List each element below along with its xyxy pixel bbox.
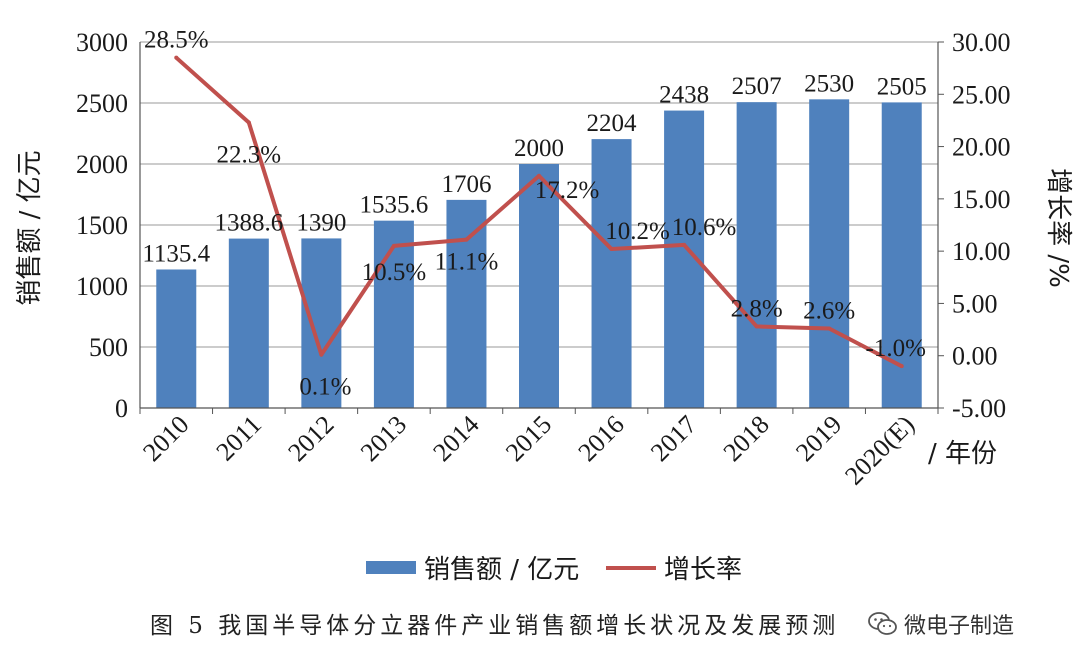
- growth-value-label: 11.1%: [435, 249, 499, 276]
- bar: [809, 99, 850, 408]
- y-left-tick-label: 1500: [76, 211, 128, 240]
- bar-value-label: 1706: [441, 171, 491, 198]
- y-left-tick-label: 2500: [76, 89, 128, 118]
- line-point: [319, 352, 324, 357]
- bar: [591, 139, 632, 408]
- x-tick-label: 2011: [210, 410, 267, 467]
- y-left-tick-label: 0: [115, 394, 128, 423]
- wechat-icon: [868, 612, 897, 635]
- bar-value-label: 1135.4: [142, 240, 210, 267]
- bar-value-label: 2530: [804, 70, 854, 97]
- x-tick-label: 2010: [137, 410, 194, 467]
- x-tick-label: 2017: [645, 410, 702, 467]
- line-point: [682, 242, 687, 247]
- legend-swatch-bar: [366, 561, 416, 574]
- line-point: [246, 120, 251, 125]
- line-point: [537, 173, 541, 178]
- y-left-tick-label: 3000: [76, 28, 128, 57]
- line-point: [754, 324, 759, 329]
- bar: [301, 238, 342, 408]
- x-tick-label: 2020(E): [839, 410, 920, 491]
- bar: [228, 238, 269, 408]
- x-tick-label: 2015: [500, 410, 557, 467]
- x-axis-unit-label: / 年份: [928, 439, 997, 469]
- bar-value-label: 1535.6: [360, 192, 429, 219]
- x-tick-label: 2019: [790, 410, 847, 467]
- bar: [373, 220, 414, 408]
- growth-value-label: 17.2%: [535, 177, 600, 204]
- y-right-tick-label: 15.00: [952, 185, 1011, 214]
- y-right-tick-label: 30.00: [952, 28, 1011, 57]
- y-left-tick-label: 1000: [76, 272, 128, 301]
- y-left-tick-label: 500: [89, 333, 128, 362]
- line-point: [174, 55, 179, 60]
- line-point: [899, 364, 904, 369]
- growth-value-label: 0.1%: [299, 374, 351, 401]
- figure-caption: 图 5 我国半导体分立器件产业销售额增长状况及发展预测: [150, 613, 840, 639]
- line-point: [609, 247, 614, 252]
- line-point: [827, 326, 832, 331]
- growth-value-label: 2.8%: [731, 295, 783, 322]
- y-right-tick-label: 25.00: [952, 80, 1011, 109]
- y-right-tick-label: 5.00: [952, 289, 998, 318]
- bar-value-label: 2438: [659, 82, 709, 109]
- bar-value-label: 1388.6: [214, 210, 283, 237]
- y-left-tick-label: 2000: [76, 150, 128, 179]
- y-right-tick-label: -5.00: [952, 394, 1006, 423]
- y-right-tick-label: 0.00: [952, 342, 998, 371]
- bar-value-label: 2505: [877, 73, 927, 100]
- x-tick-label: 2014: [427, 410, 484, 467]
- legend-label-bar: 销售额 / 亿元: [424, 555, 579, 585]
- growth-value-label: 22.3%: [217, 142, 282, 169]
- watermark: 微电子制造: [862, 606, 1021, 642]
- y-right-tick-label: 20.00: [952, 133, 1011, 162]
- legend: 销售额 / 亿元 增长率: [366, 555, 742, 585]
- y-right-axis-title: 增长率 /%: [1043, 168, 1073, 288]
- growth-value-label: 10.5%: [362, 259, 427, 286]
- x-tick-label: 2018: [718, 410, 775, 467]
- line-point: [391, 243, 396, 248]
- bar: [156, 269, 197, 408]
- growth-value-label: -1.0%: [866, 335, 926, 362]
- legend-label-line: 增长率: [664, 555, 742, 585]
- growth-value-label: 10.2%: [605, 218, 670, 245]
- y-left-axis-title: 销售额 / 亿元: [15, 150, 45, 305]
- bar-series: [156, 99, 922, 409]
- x-tick-label: 2016: [573, 410, 630, 467]
- bar-value-label: 2000: [514, 135, 564, 162]
- bar: [736, 102, 777, 409]
- axes: [139, 41, 944, 414]
- line-series: [174, 55, 904, 369]
- growth-value-label: 2.6%: [803, 298, 855, 325]
- growth-value-label: 10.6%: [672, 214, 737, 241]
- growth-value-label: 28.5%: [144, 27, 209, 54]
- bar-value-label: 2507: [732, 73, 782, 100]
- bar: [519, 164, 559, 408]
- x-tick-label: 2013: [355, 410, 412, 467]
- line-point: [464, 237, 469, 242]
- x-tick-label: 2012: [282, 410, 339, 467]
- bar-value-label: 2204: [587, 110, 638, 137]
- y-right-tick-label: 10.00: [952, 237, 1011, 266]
- bar: [446, 199, 487, 408]
- watermark-text: 微电子制造: [904, 614, 1015, 639]
- bar-value-label: 1390: [296, 209, 346, 236]
